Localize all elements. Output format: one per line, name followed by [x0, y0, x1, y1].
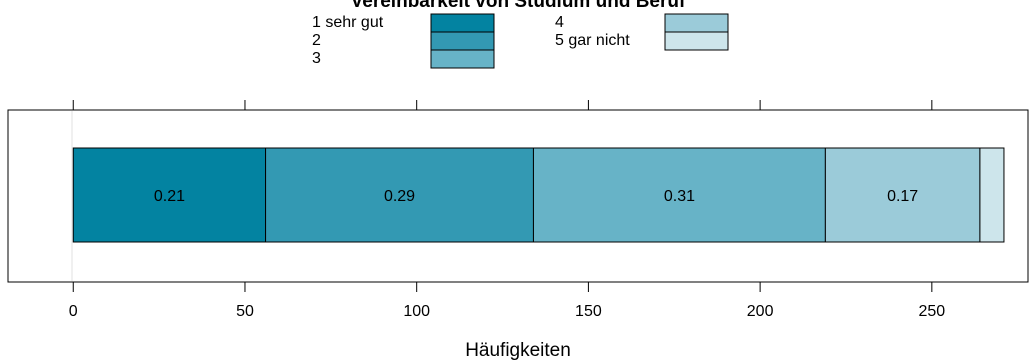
- legend-swatch-4: [664, 13, 729, 33]
- x-axis-label: Häufigkeiten: [465, 340, 571, 360]
- x-tick-label: 50: [236, 303, 254, 320]
- plot-frame: [7, 109, 1029, 283]
- x-tick-label: 250: [918, 303, 945, 320]
- legend-label-4: 4: [555, 14, 564, 31]
- chart-title: Vereinbarkeit von Studium und Beruf: [351, 0, 686, 12]
- bar-segment-4: [824, 147, 981, 243]
- bar-segments: 0.21 0.29 0.31 0.17: [72, 147, 1005, 243]
- x-tick-label: 0: [69, 303, 78, 320]
- x-tick-label: 200: [747, 303, 774, 320]
- legend-label-2: 2: [312, 32, 321, 49]
- bar-segment-1: [72, 147, 267, 243]
- legend-swatch-5: [664, 31, 729, 51]
- x-tick-label: 150: [575, 303, 602, 320]
- legend-swatch-1: [430, 13, 495, 33]
- legend-label-5: 5 gar nicht: [555, 32, 630, 49]
- bar-value-label-3: 0.31: [664, 188, 695, 205]
- bar-segment-5: [979, 147, 1005, 243]
- x-axis: 0 50 100 150 200 250: [69, 100, 945, 320]
- bar-segment-3: [532, 147, 826, 243]
- x-tick-label: 100: [403, 303, 430, 320]
- legend-swatch-3: [430, 49, 495, 69]
- legend-swatch-2: [430, 31, 495, 51]
- legend-label-3: 3: [312, 50, 321, 67]
- legend-label-1: 1 sehr gut: [312, 14, 384, 31]
- bar-value-label-2: 0.29: [384, 188, 415, 205]
- bar-value-label-1: 0.21: [154, 188, 185, 205]
- bar-value-label-4: 0.17: [887, 188, 918, 205]
